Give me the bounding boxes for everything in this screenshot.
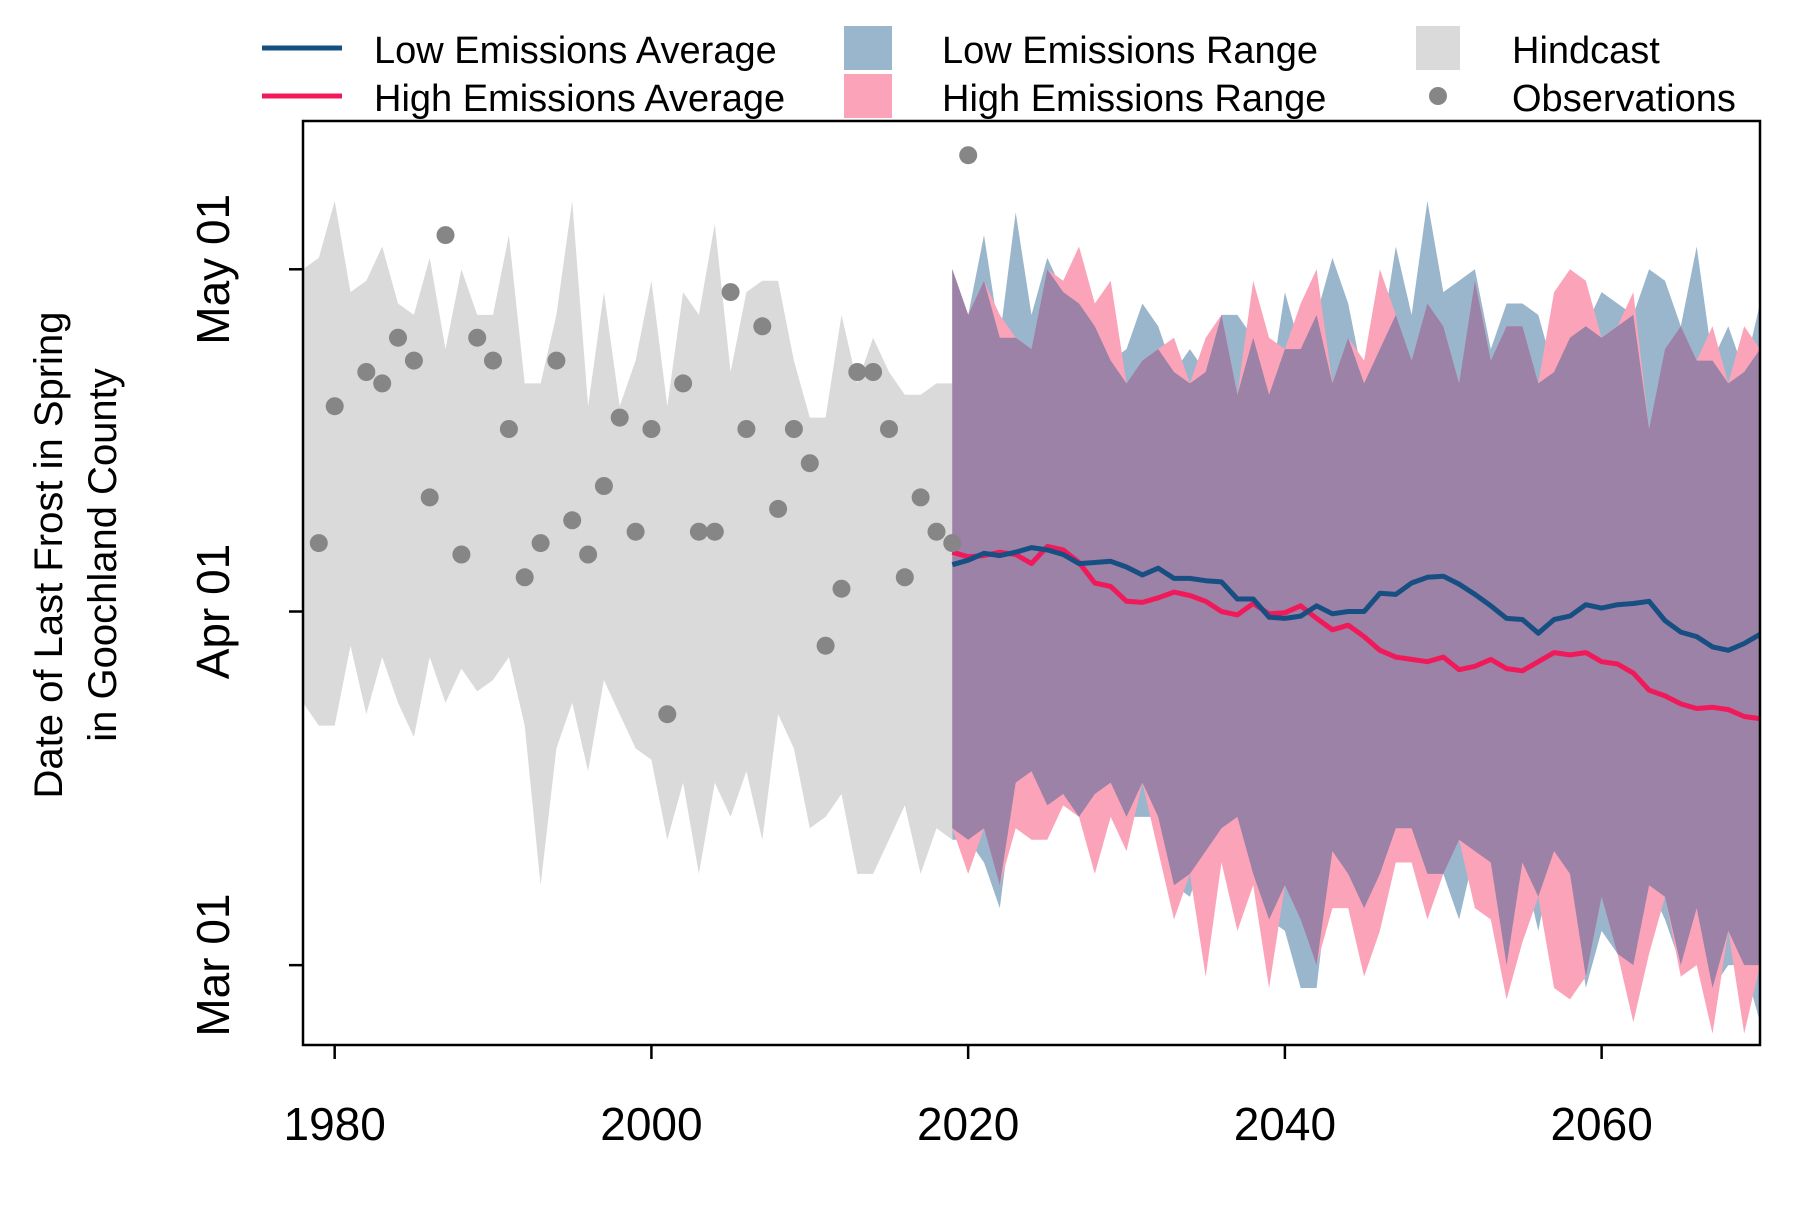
- axes-layer: 1980 2000 2020 2040 2060 Mar 01 Apr 01 May 01: [187, 119, 1762, 1150]
- observation-point: [594, 477, 613, 495]
- observation-point: [737, 420, 756, 438]
- observation-point: [452, 545, 471, 564]
- observation-point: [689, 522, 708, 541]
- observation-point: [895, 568, 914, 587]
- observation-point: [499, 420, 518, 438]
- legend-label-observations: Observations: [1512, 78, 1736, 120]
- observation-point: [325, 397, 344, 416]
- observation-point: [943, 534, 962, 553]
- observation-point: [563, 511, 582, 530]
- plot-layer: [303, 146, 1760, 1034]
- legend-label-high-range: High Emissions Range: [942, 78, 1326, 120]
- x-tick-label: 2020: [917, 1098, 1019, 1150]
- y-tick-label: May 01: [187, 194, 239, 345]
- observation-point: [404, 351, 423, 370]
- observation-point: [373, 374, 392, 393]
- observation-point: [927, 522, 946, 541]
- legend-label-hindcast: Hindcast: [1512, 30, 1660, 72]
- legend-swatch-observations: [1429, 87, 1447, 105]
- y-tick-label: Apr 01: [187, 544, 239, 680]
- plot-frame: [301, 119, 1762, 1047]
- observation-point: [959, 146, 978, 165]
- observation-point: [579, 545, 598, 564]
- observation-point: [610, 408, 629, 427]
- low-emissions-average-line: [951, 545, 1760, 653]
- x-tick-label: 2060: [1550, 1098, 1652, 1150]
- observation-point: [721, 283, 740, 302]
- legend: Low Emissions Average High Emissions Ave…: [262, 26, 1736, 120]
- legend-label-high-avg: High Emissions Average: [374, 78, 785, 120]
- observation-point: [848, 363, 867, 381]
- observation-point: [531, 534, 550, 553]
- observation-point: [436, 226, 455, 245]
- observation-point: [309, 534, 328, 553]
- observation-point: [642, 420, 661, 438]
- observation-point: [880, 420, 898, 438]
- legend-swatch-hindcast: [1416, 26, 1460, 70]
- legend-label-low-range: Low Emissions Range: [942, 30, 1318, 72]
- x-tick-label: 2000: [600, 1098, 702, 1150]
- observation-point: [769, 499, 788, 518]
- observation-point: [816, 636, 835, 655]
- observation-point: [389, 328, 407, 347]
- y-axis-title-line2: in Goochland County: [81, 368, 125, 742]
- legend-label-low-avg: Low Emissions Average: [374, 30, 777, 72]
- x-tick-label: 1980: [284, 1098, 386, 1150]
- observation-point: [832, 579, 851, 598]
- observation-point: [626, 522, 645, 541]
- observation-point: [420, 488, 439, 507]
- observation-point: [674, 374, 693, 393]
- x-tick-label: 2040: [1234, 1098, 1336, 1150]
- observation-point: [357, 363, 376, 381]
- observation-point: [515, 568, 534, 587]
- observation-point: [658, 705, 677, 724]
- plot-area: [303, 200, 1760, 1034]
- observation-point: [547, 351, 566, 370]
- y-axis-title: Date of Last Frost in Spring in Goochlan…: [27, 312, 125, 799]
- legend-swatch-high-range: [844, 74, 892, 118]
- observation-point: [911, 488, 930, 507]
- y-tick-label: Mar 01: [187, 894, 239, 1037]
- observation-point: [753, 317, 772, 336]
- observation-point: [800, 454, 819, 473]
- observation-point: [468, 328, 487, 347]
- hindcast-band: [303, 200, 953, 886]
- observation-point: [784, 420, 803, 438]
- legend-swatch-low-range: [844, 26, 892, 70]
- high-emissions-average-line: [951, 544, 1760, 722]
- observation-point: [705, 522, 724, 541]
- observation-point: [864, 363, 883, 381]
- y-axis-title-line1: Date of Last Frost in Spring: [27, 312, 71, 799]
- observation-point: [484, 351, 502, 370]
